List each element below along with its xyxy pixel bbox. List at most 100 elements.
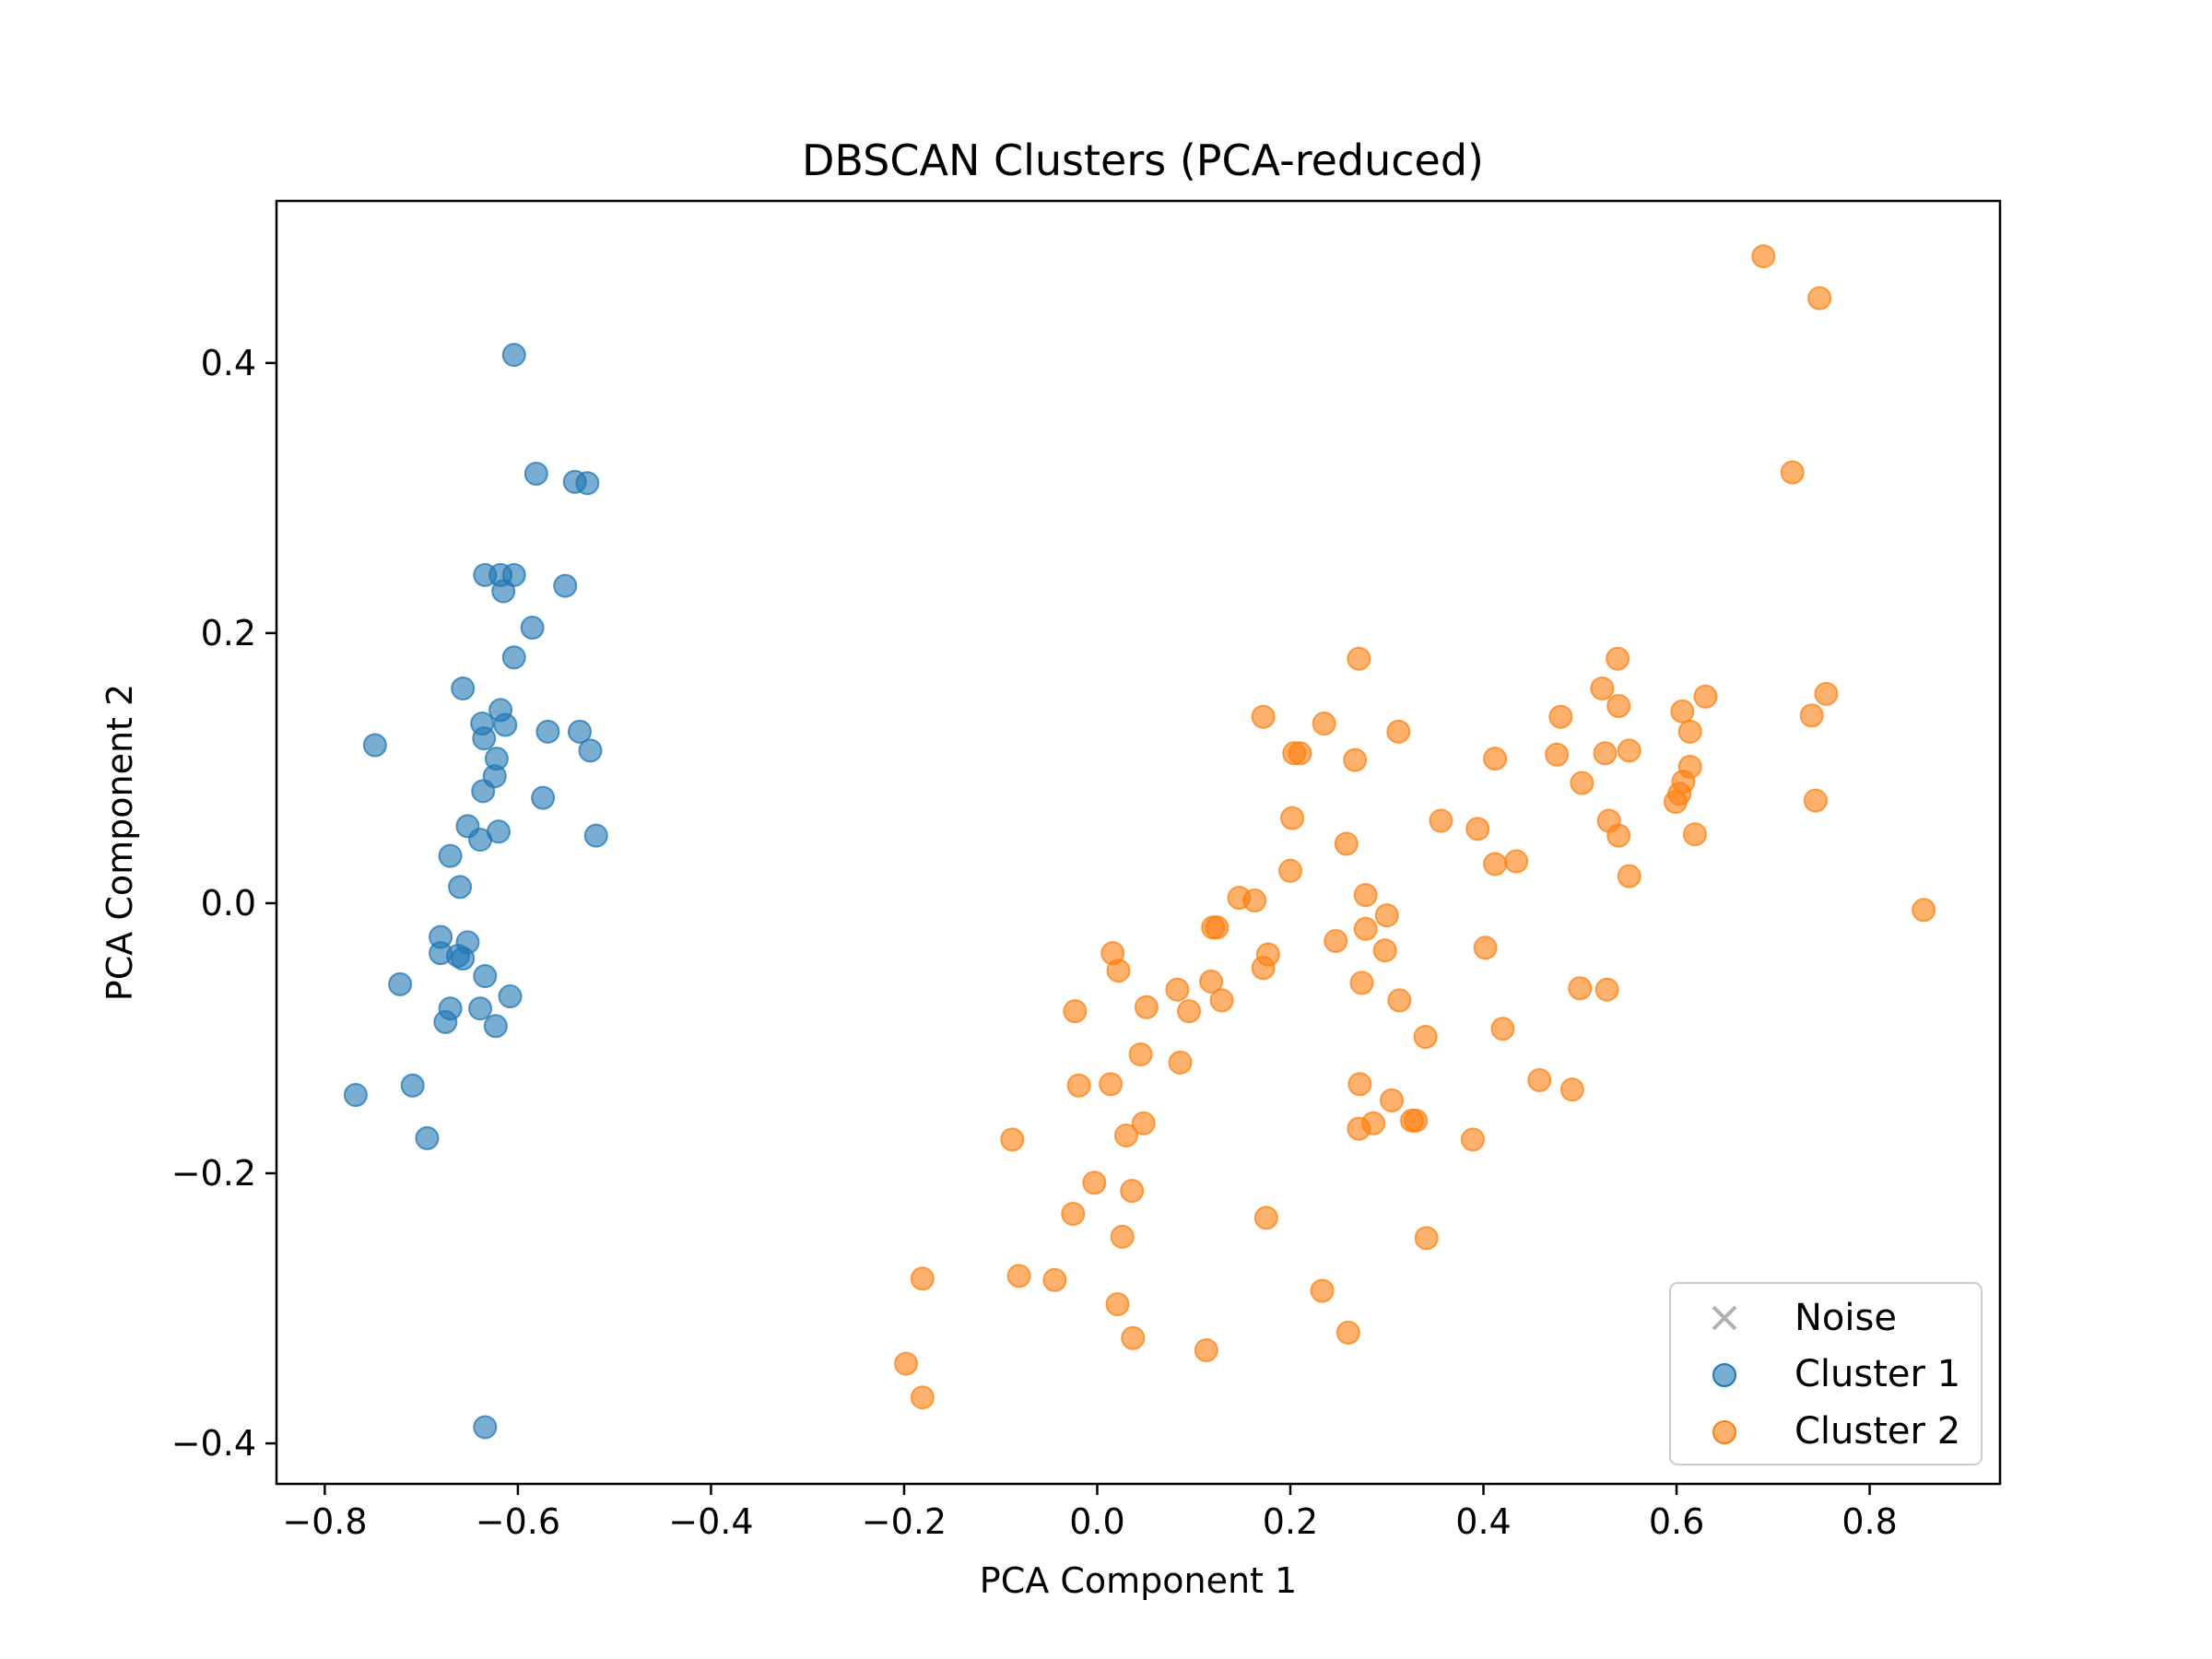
x-tick-label: −0.8 bbox=[282, 1501, 367, 1542]
data-point bbox=[1199, 969, 1224, 994]
data-point bbox=[1194, 1337, 1218, 1362]
data-point bbox=[1780, 460, 1805, 485]
data-point bbox=[1251, 956, 1276, 981]
legend-marker-cluster-2 bbox=[1712, 1420, 1736, 1444]
data-point bbox=[1082, 1171, 1107, 1195]
data-point bbox=[1803, 788, 1828, 813]
data-point bbox=[535, 719, 560, 744]
y-tick-label: 0.4 bbox=[201, 343, 256, 383]
data-point bbox=[1606, 694, 1631, 719]
x-tick-label: 0.2 bbox=[1263, 1501, 1318, 1542]
legend-marker-cluster-1 bbox=[1712, 1363, 1736, 1387]
data-point bbox=[1209, 988, 1234, 1013]
data-point bbox=[1413, 1024, 1438, 1049]
data-point bbox=[1353, 883, 1378, 908]
data-point bbox=[400, 1073, 425, 1098]
data-point bbox=[1590, 676, 1615, 700]
data-point bbox=[1280, 806, 1305, 830]
data-point bbox=[438, 843, 463, 868]
data-point bbox=[473, 964, 498, 989]
data-point bbox=[1473, 935, 1498, 960]
data-point bbox=[1324, 928, 1348, 953]
chart-title: DBSCAN Clusters (PCA-reduced) bbox=[802, 135, 1484, 185]
data-point bbox=[1912, 898, 1936, 923]
data-point bbox=[1343, 747, 1368, 772]
data-point bbox=[1134, 994, 1159, 1019]
legend-marker-noise bbox=[1712, 1305, 1737, 1331]
data-point bbox=[1000, 1127, 1025, 1152]
data-point bbox=[1548, 704, 1573, 729]
data-point bbox=[1310, 1278, 1335, 1303]
x-tick-label: 0.0 bbox=[1069, 1501, 1124, 1542]
data-point bbox=[1205, 915, 1230, 940]
y-tick-label: 0.0 bbox=[201, 883, 256, 924]
data-point bbox=[1347, 1116, 1371, 1141]
data-point bbox=[1120, 1179, 1145, 1204]
data-point bbox=[493, 712, 518, 737]
data-point bbox=[1066, 1073, 1091, 1098]
data-point bbox=[483, 1014, 508, 1039]
data-point bbox=[451, 947, 476, 971]
data-point bbox=[524, 461, 548, 486]
y-tick-label: −0.4 bbox=[171, 1423, 256, 1464]
data-point bbox=[583, 823, 608, 848]
data-point bbox=[1387, 988, 1412, 1013]
data-point bbox=[575, 471, 600, 496]
legend: Noise Cluster 1 Cluster 2 bbox=[1669, 1282, 1983, 1465]
data-point bbox=[1251, 704, 1276, 729]
data-point bbox=[451, 676, 476, 700]
legend-frame bbox=[1669, 1282, 1983, 1465]
data-point bbox=[472, 726, 497, 751]
data-point bbox=[1664, 790, 1688, 815]
x-tick-label: −0.2 bbox=[862, 1501, 947, 1542]
scatter-points bbox=[343, 244, 1936, 1440]
data-point bbox=[343, 1083, 368, 1108]
x-axis-label: PCA Component 1 bbox=[980, 1560, 1297, 1601]
data-point bbox=[1374, 903, 1399, 928]
data-point bbox=[1504, 849, 1529, 874]
data-point bbox=[1483, 852, 1508, 877]
data-point bbox=[1106, 959, 1131, 983]
data-point bbox=[1606, 646, 1630, 671]
data-point bbox=[1429, 808, 1453, 833]
data-point bbox=[1061, 1201, 1086, 1226]
data-point bbox=[1483, 747, 1508, 771]
data-point bbox=[1278, 858, 1302, 883]
data-point bbox=[1490, 1017, 1515, 1041]
series-cluster-1 bbox=[343, 343, 608, 1440]
x-axis-ticks: −0.8 −0.6 −0.4 −0.2 0.0 0.2 0.4 0.6 0.8 bbox=[282, 1484, 1898, 1542]
data-point bbox=[1559, 1077, 1584, 1102]
data-point bbox=[1110, 1224, 1135, 1249]
data-point bbox=[1677, 719, 1702, 744]
x-tick-label: 0.4 bbox=[1455, 1501, 1511, 1542]
y-axis-label: PCA Component 2 bbox=[100, 684, 140, 1001]
y-tick-label: −0.2 bbox=[171, 1153, 256, 1194]
data-point bbox=[553, 573, 578, 598]
data-point bbox=[1814, 681, 1839, 706]
data-point bbox=[1128, 1042, 1153, 1067]
data-point bbox=[1349, 971, 1374, 995]
data-point bbox=[471, 779, 496, 804]
series-cluster-2 bbox=[894, 244, 1936, 1410]
data-point bbox=[1617, 864, 1641, 888]
data-point bbox=[1242, 888, 1267, 913]
data-point bbox=[1594, 977, 1619, 1002]
data-point bbox=[1527, 1067, 1552, 1092]
data-point bbox=[1312, 712, 1336, 736]
data-point bbox=[1165, 977, 1190, 1002]
data-point bbox=[910, 1385, 935, 1410]
data-point bbox=[1121, 1325, 1146, 1350]
data-point bbox=[1168, 1050, 1193, 1075]
data-point bbox=[1386, 719, 1411, 744]
data-point bbox=[910, 1266, 935, 1291]
data-point bbox=[578, 738, 603, 763]
data-point bbox=[433, 1009, 458, 1034]
data-point bbox=[486, 819, 511, 844]
data-point bbox=[491, 579, 516, 604]
data-point bbox=[1461, 1127, 1485, 1152]
y-tick-label: 0.2 bbox=[201, 613, 256, 653]
data-point bbox=[1570, 771, 1594, 795]
data-point bbox=[1347, 1072, 1372, 1097]
data-point bbox=[362, 733, 387, 758]
